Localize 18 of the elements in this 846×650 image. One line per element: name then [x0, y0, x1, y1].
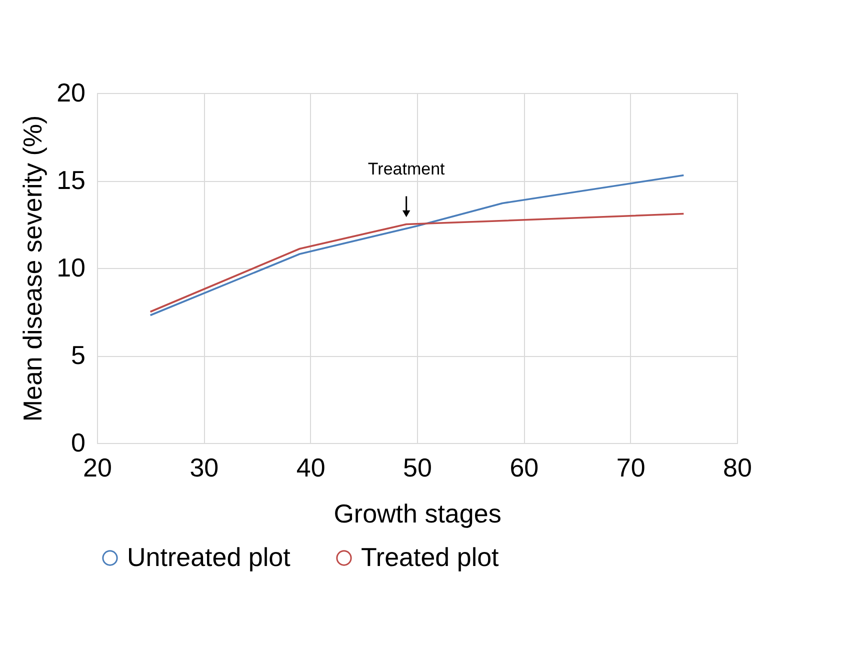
- x-tick-label: 50: [403, 452, 432, 482]
- line-series: [149, 174, 685, 316]
- y-tick-label: 5: [71, 340, 86, 370]
- line-series: [149, 212, 685, 313]
- x-tick-label: 40: [296, 452, 326, 482]
- x-tick-label: 30: [190, 452, 219, 482]
- annotation: Treatment: [368, 159, 446, 178]
- legend-label: Treated plot: [361, 542, 500, 572]
- y-axis-title: Mean disease severity (%): [18, 115, 48, 422]
- x-tick-label: 80: [723, 452, 752, 482]
- legend-label: Untreated plot: [127, 542, 292, 572]
- x-tick-label: 60: [510, 452, 539, 482]
- x-axis-title: Growth stages: [334, 498, 502, 528]
- y-tick-label: 20: [56, 78, 86, 108]
- y-tick-label: 15: [56, 165, 86, 195]
- x-tick-label: 70: [616, 452, 646, 482]
- y-tick-label: 10: [56, 252, 86, 282]
- y-tick-label: 0: [71, 428, 86, 458]
